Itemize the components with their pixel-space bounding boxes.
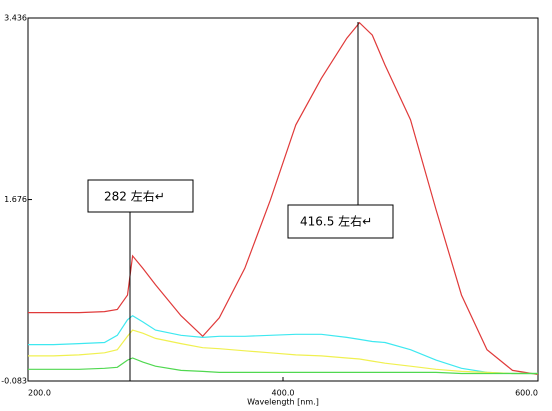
x-tick-label: 600.0 bbox=[515, 389, 538, 398]
y-tick-label: 3.436 bbox=[4, 14, 27, 23]
y-tick-label: -0.083 bbox=[1, 377, 27, 386]
series-line bbox=[28, 314, 538, 375]
y-tick-label: 1.676 bbox=[4, 195, 27, 204]
x-tick-label: 200.0 bbox=[28, 389, 51, 398]
x-tick-label: 400.0 bbox=[272, 389, 295, 398]
annotation-box bbox=[287, 204, 394, 239]
series-line bbox=[28, 21, 539, 376]
series-line bbox=[28, 329, 538, 375]
x-axis-label: Wavelength [nm.] bbox=[247, 398, 319, 407]
annotation-box bbox=[87, 179, 194, 213]
series-line bbox=[28, 357, 538, 375]
annotation: 282 左右↵ bbox=[104, 189, 165, 204]
annotation: 416.5 左右↵ bbox=[300, 214, 372, 229]
